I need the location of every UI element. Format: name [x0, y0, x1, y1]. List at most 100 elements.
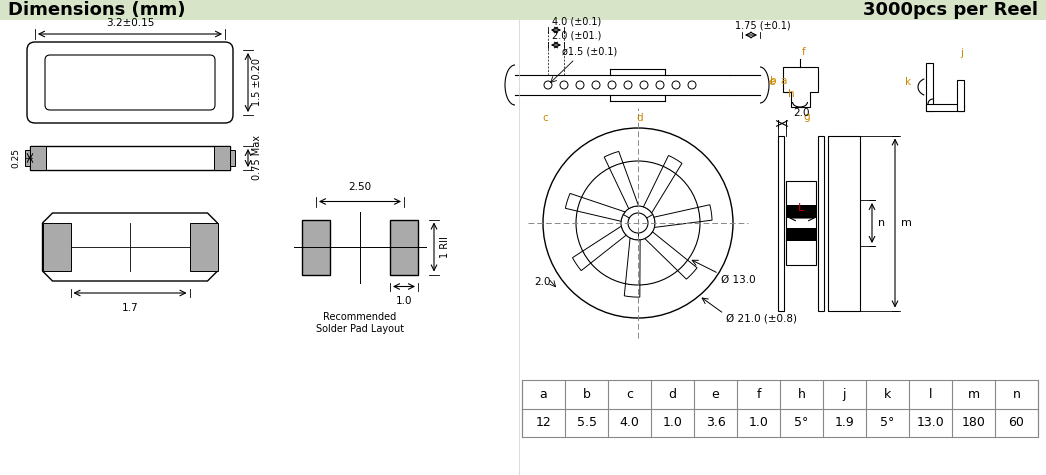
Text: m: m: [901, 218, 912, 228]
Bar: [189, 223, 218, 271]
Text: 1.0: 1.0: [662, 416, 682, 429]
Polygon shape: [566, 193, 626, 221]
Text: g: g: [803, 112, 810, 122]
Bar: [522, 380, 1038, 437]
Text: f: f: [756, 388, 760, 401]
Text: n: n: [1013, 388, 1021, 401]
Bar: [390, 219, 418, 275]
Circle shape: [576, 81, 584, 89]
Bar: [926, 63, 933, 111]
Bar: [25, 150, 30, 166]
Text: L: L: [798, 203, 804, 213]
Circle shape: [624, 81, 632, 89]
Polygon shape: [782, 67, 818, 107]
Text: 5.5: 5.5: [576, 416, 596, 429]
Circle shape: [592, 81, 600, 89]
FancyBboxPatch shape: [27, 42, 233, 123]
Polygon shape: [643, 155, 682, 213]
Text: k: k: [884, 388, 891, 401]
Text: 1.75 (±0.1): 1.75 (±0.1): [735, 21, 791, 31]
Text: 2.0: 2.0: [535, 277, 551, 287]
Text: 1 RII: 1 RII: [440, 236, 450, 258]
Circle shape: [560, 81, 568, 89]
Circle shape: [543, 128, 733, 318]
Text: h: h: [789, 89, 795, 99]
Text: 2.0 (±01.): 2.0 (±01.): [552, 31, 601, 41]
Text: 1.7: 1.7: [121, 303, 138, 313]
Text: e: e: [711, 388, 720, 401]
Text: h: h: [797, 388, 805, 401]
Text: ø1.5 (±0.1): ø1.5 (±0.1): [563, 47, 617, 57]
Bar: [30, 146, 230, 170]
FancyBboxPatch shape: [45, 55, 215, 110]
Text: 4.0: 4.0: [619, 416, 639, 429]
Circle shape: [544, 81, 552, 89]
Polygon shape: [572, 226, 627, 271]
Circle shape: [688, 81, 696, 89]
Text: 0.75 Max: 0.75 Max: [252, 135, 262, 180]
Bar: [30, 146, 46, 170]
Text: 3000pcs per Reel: 3000pcs per Reel: [863, 1, 1038, 19]
Text: 3.2±0.15: 3.2±0.15: [106, 18, 154, 28]
Text: b: b: [770, 76, 776, 86]
Circle shape: [608, 81, 616, 89]
Text: l: l: [929, 388, 932, 401]
Bar: [786, 181, 816, 265]
Text: 5°: 5°: [794, 416, 809, 429]
Text: 3.6: 3.6: [706, 416, 725, 429]
Bar: [926, 104, 964, 111]
Text: j: j: [843, 388, 846, 401]
Text: 180: 180: [961, 416, 985, 429]
Bar: [214, 146, 230, 170]
Polygon shape: [43, 213, 218, 281]
Polygon shape: [644, 232, 697, 279]
Text: Ø 21.0 (±0.8): Ø 21.0 (±0.8): [726, 314, 797, 324]
Text: 4.0 (±0.1): 4.0 (±0.1): [552, 16, 601, 26]
Text: k: k: [905, 77, 911, 87]
Circle shape: [621, 206, 655, 240]
Text: a: a: [780, 76, 787, 86]
Text: 1.0: 1.0: [395, 296, 412, 306]
Circle shape: [672, 81, 680, 89]
Bar: [0, 0, 1046, 20]
Text: 1.9: 1.9: [835, 416, 855, 429]
Bar: [302, 219, 329, 275]
Bar: [43, 223, 70, 271]
Text: m: m: [968, 388, 979, 401]
Circle shape: [656, 81, 664, 89]
Text: Dimensions (mm): Dimensions (mm): [8, 1, 185, 19]
Polygon shape: [624, 238, 640, 297]
Bar: [786, 228, 816, 241]
Polygon shape: [654, 205, 712, 228]
Text: Ø 13.0: Ø 13.0: [721, 275, 755, 285]
Text: n: n: [878, 218, 885, 228]
Text: 60: 60: [1008, 416, 1024, 429]
Text: 1.5 ±0.20: 1.5 ±0.20: [252, 58, 262, 106]
Bar: [786, 205, 816, 218]
Text: d: d: [637, 113, 643, 123]
Text: d: d: [668, 388, 677, 401]
Text: a: a: [540, 388, 547, 401]
Text: 13.0: 13.0: [916, 416, 945, 429]
Text: e: e: [768, 77, 774, 87]
Text: 12: 12: [536, 416, 551, 429]
Text: 0.25: 0.25: [12, 148, 21, 168]
Bar: [230, 150, 235, 166]
Text: 2.0: 2.0: [793, 108, 810, 118]
Text: j: j: [960, 48, 963, 58]
Circle shape: [628, 213, 649, 233]
Bar: [778, 135, 784, 311]
Bar: [957, 80, 964, 111]
Text: c: c: [626, 388, 633, 401]
Text: Recommended
Solder Pad Layout: Recommended Solder Pad Layout: [316, 313, 404, 334]
Circle shape: [640, 81, 649, 89]
Text: 5°: 5°: [881, 416, 894, 429]
Bar: [828, 135, 860, 311]
Text: b: b: [583, 388, 590, 401]
Text: 1.0: 1.0: [749, 416, 769, 429]
Bar: [818, 135, 824, 311]
Text: f: f: [802, 47, 805, 57]
Text: c: c: [542, 113, 548, 123]
Text: 2.50: 2.50: [348, 181, 371, 191]
Polygon shape: [605, 152, 639, 209]
